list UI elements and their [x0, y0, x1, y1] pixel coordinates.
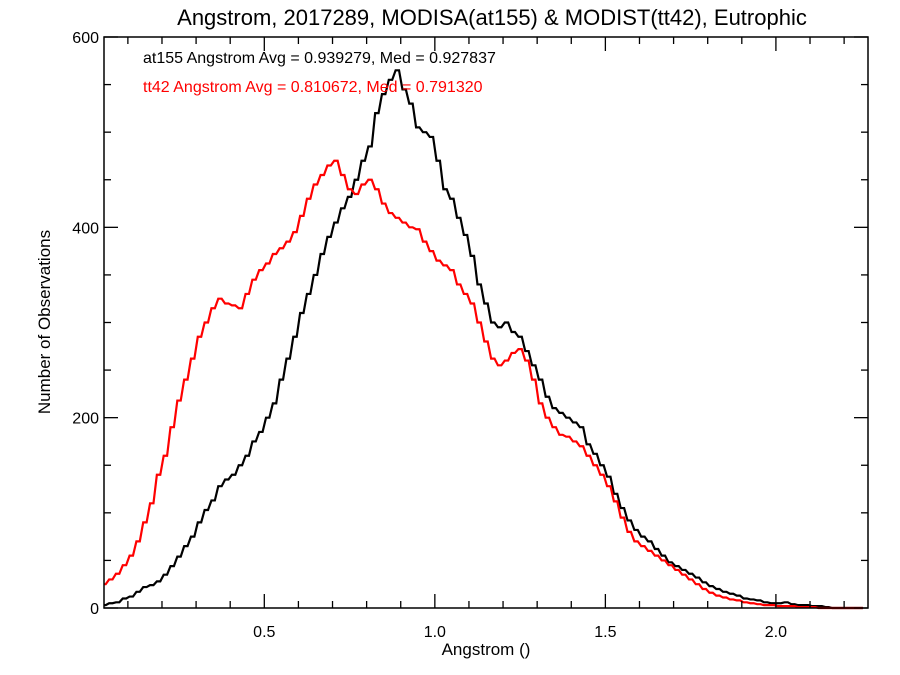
annotation-tt42: tt42 Angstrom Avg = 0.810672, Med = 0.79…: [143, 79, 483, 96]
x-tick-label: 2.0: [765, 624, 787, 641]
x-tick-label: 1.0: [424, 624, 446, 641]
y-tick-label: 200: [72, 411, 99, 428]
series-1-line: [104, 159, 863, 610]
x-tick-label: 0.5: [253, 624, 275, 641]
y-tick-label: 0: [90, 601, 99, 618]
chart-title: Angstrom, 2017289, MODISA(at155) & MODIS…: [177, 5, 807, 30]
x-axis-label: Angstrom (): [442, 640, 531, 659]
axis-layer: 0.5 1.0 1.5 2.0 0 200 400 600: [72, 30, 868, 641]
series-layer: [104, 69, 863, 610]
series-0-line: [104, 69, 863, 610]
y-tick-label: 400: [72, 220, 99, 237]
y-tick-label: 600: [72, 30, 99, 47]
y-axis-label: Number of Observations: [35, 230, 54, 414]
annotation-at155: at155 Angstrom Avg = 0.939279, Med = 0.9…: [143, 50, 496, 67]
x-tick-label: 1.5: [594, 624, 616, 641]
